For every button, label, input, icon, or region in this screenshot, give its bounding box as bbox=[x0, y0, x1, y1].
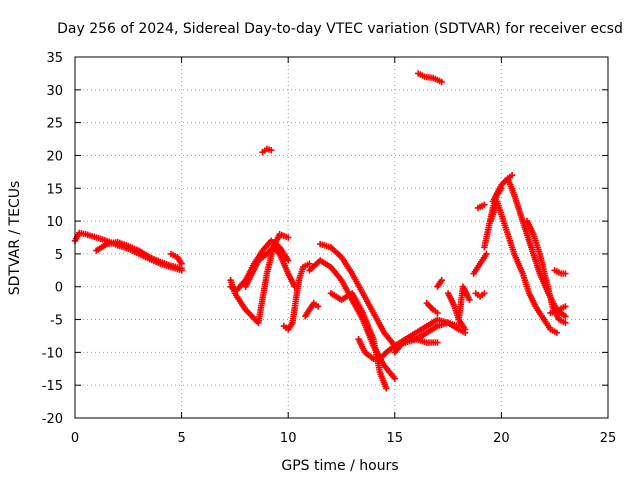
x-tick-label: 5 bbox=[177, 431, 185, 446]
y-tick-label: -10 bbox=[42, 346, 63, 361]
x-tick-label: 25 bbox=[600, 431, 617, 446]
data-point bbox=[434, 309, 441, 317]
y-tick-label: 15 bbox=[46, 182, 63, 197]
series-arc15 bbox=[415, 70, 445, 86]
y-tick-label: 0 bbox=[55, 281, 63, 296]
data-point bbox=[562, 270, 569, 277]
y-tick-label: -15 bbox=[42, 379, 63, 394]
x-tick-label: 15 bbox=[387, 431, 404, 446]
data-point bbox=[483, 250, 490, 258]
data-point bbox=[481, 290, 488, 297]
series-arc26 bbox=[504, 171, 516, 182]
data-point bbox=[434, 339, 441, 346]
series-arc8 bbox=[280, 260, 313, 333]
series-arc16 bbox=[423, 299, 441, 317]
data-point bbox=[391, 375, 398, 382]
series-arc20 bbox=[470, 250, 490, 277]
series-arc6 bbox=[242, 244, 298, 290]
x-tick-label: 20 bbox=[493, 431, 510, 446]
y-tick-labels: -20 -15 -10 -5 0 5 10 15 20 25 30 35 bbox=[42, 51, 63, 427]
y-tick-label: 35 bbox=[46, 51, 63, 66]
data-point bbox=[314, 303, 322, 310]
data-point bbox=[285, 234, 292, 241]
series-arc29 bbox=[547, 303, 569, 317]
y-tick-label: 20 bbox=[46, 149, 63, 164]
y-tick-label: 5 bbox=[55, 248, 63, 263]
y-tick-label: -5 bbox=[50, 314, 63, 329]
x-tick-labels: 0 5 10 15 20 25 bbox=[71, 431, 616, 446]
data-point bbox=[466, 296, 473, 304]
y-tick-label: -20 bbox=[42, 412, 63, 427]
data-point bbox=[383, 385, 390, 392]
y-tick-label: 30 bbox=[46, 84, 63, 99]
data-point bbox=[553, 329, 561, 336]
data-point bbox=[285, 257, 292, 264]
x-tick-label: 0 bbox=[71, 431, 79, 446]
series-arc1 bbox=[71, 229, 185, 274]
data-point bbox=[306, 260, 313, 267]
y-tick-label: 10 bbox=[46, 215, 63, 230]
data-point bbox=[508, 171, 516, 179]
data-point bbox=[562, 319, 569, 327]
series-arc3 bbox=[167, 250, 185, 267]
series-arc22 bbox=[474, 201, 488, 212]
y-axis-title: SDTVAR / TECUs bbox=[7, 181, 23, 296]
data-point bbox=[267, 147, 275, 154]
series-arc4 bbox=[227, 231, 292, 327]
chart-title: Day 256 of 2024, Sidereal Day-to-day VTE… bbox=[57, 21, 623, 37]
plot-frame bbox=[74, 56, 609, 419]
data-points bbox=[71, 70, 569, 392]
data-point bbox=[481, 201, 488, 208]
data-point bbox=[461, 326, 469, 333]
series-arc28 bbox=[551, 267, 569, 277]
series-arc19 bbox=[455, 283, 473, 323]
series-arc17 bbox=[434, 276, 445, 290]
data-point bbox=[438, 276, 445, 284]
grid bbox=[75, 57, 608, 418]
series-arc7 bbox=[259, 145, 275, 156]
data-point bbox=[178, 260, 185, 267]
series-arc21 bbox=[472, 290, 488, 300]
series-arc2 bbox=[93, 238, 185, 272]
y-tick-label: 25 bbox=[46, 117, 63, 132]
data-point bbox=[562, 313, 569, 320]
series-arc24 bbox=[487, 198, 561, 336]
x-tick-label: 10 bbox=[280, 431, 297, 446]
data-point bbox=[562, 303, 569, 310]
x-axis-title: GPS time / hours bbox=[281, 458, 398, 474]
data-point bbox=[438, 78, 445, 86]
series-arc9 bbox=[302, 299, 322, 320]
